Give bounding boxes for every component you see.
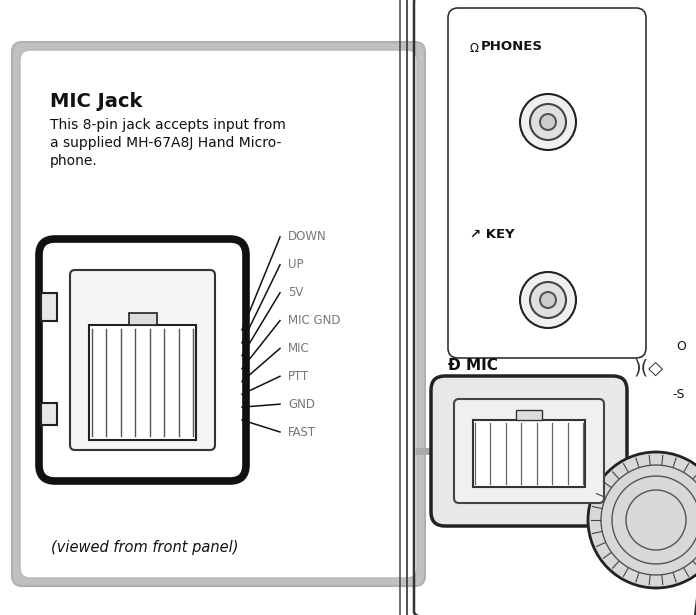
Bar bbox=[473, 420, 585, 487]
FancyBboxPatch shape bbox=[448, 8, 646, 358]
Text: -S: -S bbox=[672, 388, 684, 401]
Text: Đ MIC: Đ MIC bbox=[448, 358, 498, 373]
Text: (viewed from front panel): (viewed from front panel) bbox=[52, 540, 239, 555]
Text: )(◇: )(◇ bbox=[633, 358, 663, 377]
Text: MIC Jack: MIC Jack bbox=[50, 92, 143, 111]
Circle shape bbox=[588, 452, 696, 588]
Circle shape bbox=[530, 282, 566, 318]
Text: This 8-pin jack accepts input from: This 8-pin jack accepts input from bbox=[50, 118, 286, 132]
Circle shape bbox=[520, 272, 576, 328]
Circle shape bbox=[520, 94, 576, 150]
Text: ↗ KEY: ↗ KEY bbox=[470, 228, 514, 241]
Bar bbox=[41, 293, 57, 321]
Circle shape bbox=[530, 104, 566, 140]
Text: DOWN: DOWN bbox=[288, 231, 326, 244]
Bar bbox=[129, 313, 157, 325]
FancyBboxPatch shape bbox=[70, 270, 215, 450]
Circle shape bbox=[540, 292, 556, 308]
Text: UP: UP bbox=[288, 258, 303, 271]
Text: Ω: Ω bbox=[470, 42, 479, 55]
Text: FAST: FAST bbox=[288, 426, 316, 438]
Circle shape bbox=[540, 114, 556, 130]
FancyBboxPatch shape bbox=[454, 399, 604, 503]
Text: MIC GND: MIC GND bbox=[288, 314, 340, 327]
Text: MIC: MIC bbox=[288, 342, 310, 355]
Text: 5V: 5V bbox=[288, 286, 303, 300]
Text: PHONES: PHONES bbox=[481, 40, 543, 53]
Bar bbox=[516, 410, 542, 420]
Bar bbox=[89, 325, 196, 440]
Text: phone.: phone. bbox=[50, 154, 97, 168]
FancyBboxPatch shape bbox=[20, 50, 417, 578]
FancyBboxPatch shape bbox=[431, 376, 627, 526]
Text: GND: GND bbox=[288, 398, 315, 411]
FancyBboxPatch shape bbox=[39, 239, 246, 481]
Text: a supplied MH-67A8J Hand Micro-: a supplied MH-67A8J Hand Micro- bbox=[50, 136, 281, 150]
Text: O: O bbox=[676, 340, 686, 353]
FancyBboxPatch shape bbox=[12, 42, 425, 586]
Bar bbox=[41, 403, 57, 425]
Text: PTT: PTT bbox=[288, 370, 309, 383]
